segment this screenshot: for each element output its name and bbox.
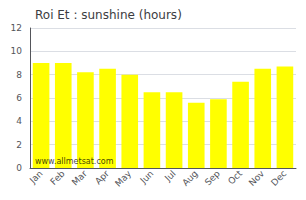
- svg-text:10: 10: [11, 46, 23, 56]
- svg-text:4: 4: [16, 116, 22, 126]
- svg-text:Sep: Sep: [203, 168, 222, 187]
- svg-text:Dec: Dec: [269, 168, 288, 187]
- svg-text:2: 2: [16, 140, 22, 150]
- svg-text:Mar: Mar: [70, 168, 89, 187]
- svg-text:Apr: Apr: [93, 168, 111, 186]
- svg-text:Feb: Feb: [48, 168, 67, 187]
- svg-text:Jul: Jul: [162, 168, 177, 183]
- svg-text:www.allmetsat.com: www.allmetsat.com: [35, 157, 114, 166]
- svg-text:12: 12: [11, 23, 22, 33]
- svg-text:8: 8: [16, 70, 22, 80]
- svg-text:May: May: [113, 168, 134, 189]
- svg-text:Nov: Nov: [247, 168, 267, 188]
- svg-text:6: 6: [16, 93, 22, 103]
- svg-text:Jan: Jan: [27, 168, 45, 186]
- svg-text:Roi Et : sunshine (hours): Roi Et : sunshine (hours): [35, 8, 182, 22]
- svg-text:Oct: Oct: [226, 168, 244, 186]
- svg-text:Jun: Jun: [138, 168, 156, 186]
- svg-text:0: 0: [16, 163, 22, 173]
- svg-text:Aug: Aug: [180, 168, 199, 187]
